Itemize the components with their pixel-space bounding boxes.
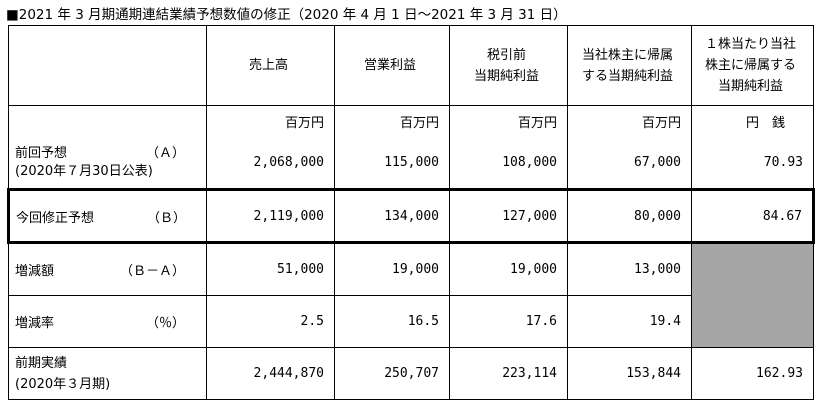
label-change-amount: 増減額 （Ｂ－Ａ）: [8, 242, 207, 296]
value-previous-operating-income: 115,000: [384, 154, 439, 170]
row-change-amount: 増減額 （Ｂ－Ａ） 51,000 19,000 19,000 13,000: [8, 242, 814, 348]
earnings-forecast-table: 売上高 営業利益 税引前 当期純利益 当社株主に帰属 する当期純利益 １株当たり…: [7, 25, 815, 400]
header-pretax-line1: 税引前: [486, 47, 526, 63]
value-current-operating-income: 134,000: [334, 188, 450, 244]
row-previous-forecast: 前回予想 （Ａ） (2020年７月30日公表) 百万円 2,068,000 百万…: [8, 105, 814, 190]
row-change-rate: 増減率 （％） 2.5 16.5 17.6 19.4: [8, 295, 814, 348]
value-current-pretax: 127,000: [449, 188, 568, 244]
label-change-tag: （Ｂ－Ａ）: [119, 264, 185, 279]
label-current-tag: （Ｂ）: [146, 210, 186, 226]
value-change-pretax: 19,000: [449, 242, 568, 296]
row-current-forecast: 今回修正予想 （Ｂ） 2,119,000 134,000 127,000 80,…: [7, 188, 815, 244]
label-change-text: 増減額: [15, 264, 55, 279]
value-rate-pretax: 17.6: [449, 295, 568, 348]
value-rate-sales: 2.5: [206, 295, 335, 348]
label-change-rate: 増減率 （％）: [8, 295, 207, 348]
label-current-forecast: 今回修正予想 （Ｂ）: [7, 188, 207, 244]
value-change-operating-income: 19,000: [334, 242, 450, 296]
unit-sales: 百万円: [284, 116, 324, 131]
value-prior-pretax: 223,114: [449, 347, 568, 400]
header-corner-cell: [8, 25, 207, 106]
value-change-parent: 13,000: [567, 242, 692, 296]
unit-parent: 百万円: [641, 116, 681, 131]
header-eps-line3: 当期純利益: [717, 79, 783, 94]
header-pretax-line2: 当期純利益: [473, 68, 539, 84]
header-eps: １株当たり当社 株主に帰属する 当期純利益: [691, 25, 814, 106]
label-rate-tag: （％）: [145, 316, 185, 331]
value-prior-sales: 2,444,870: [206, 347, 335, 400]
cell-previous-operating-income: 百万円 115,000: [334, 105, 450, 190]
document-title: ■2021 年 3 月期通期連結業績予想数値の修正（2020 年 4 月 1 日…: [6, 7, 567, 23]
cell-previous-parent: 百万円 67,000: [567, 105, 692, 190]
label-previous-sub: (2020年７月30日公表): [15, 164, 153, 179]
cell-previous-sales: 百万円 2,068,000: [206, 105, 335, 190]
row-prior-year-actual: 前期実績 (2020年３月期) 2,444,870 250,707 223,11…: [8, 347, 814, 400]
cell-eps-not-applicable: [691, 242, 814, 348]
value-previous-sales: 2,068,000: [253, 154, 324, 170]
label-prior-text: 前期実績: [15, 355, 68, 371]
header-row: 売上高 営業利益 税引前 当期純利益 当社株主に帰属 する当期純利益 １株当たり…: [8, 25, 814, 106]
header-parent-line1: 当社株主に帰属: [581, 47, 673, 63]
value-current-sales: 2,119,000: [206, 188, 335, 244]
label-prior-year: 前期実績 (2020年３月期): [8, 347, 207, 400]
header-eps-line2: 株主に帰属する: [704, 58, 796, 73]
label-previous-text: 前回予想: [15, 146, 68, 161]
value-previous-pretax: 108,000: [502, 154, 557, 170]
label-current-text: 今回修正予想: [16, 210, 95, 226]
header-eps-line1: １株当たり当社: [704, 37, 796, 52]
label-prior-sub: (2020年３月期): [15, 376, 111, 392]
header-pretax-income: 税引前 当期純利益: [449, 25, 568, 106]
unit-operating-income: 百万円: [399, 116, 439, 131]
value-prior-parent: 153,844: [567, 347, 692, 400]
value-change-sales: 51,000: [206, 242, 335, 296]
unit-pretax: 百万円: [517, 116, 557, 131]
value-prior-operating-income: 250,707: [334, 347, 450, 400]
label-rate-text: 増減率: [15, 316, 55, 331]
value-prior-eps: 162.93: [691, 347, 814, 400]
header-parent-line2: する当期純利益: [581, 68, 673, 84]
cell-previous-pretax: 百万円 108,000: [449, 105, 568, 190]
header-parent-income: 当社株主に帰属 する当期純利益: [567, 25, 692, 106]
header-operating-income: 営業利益: [334, 25, 450, 106]
value-current-parent: 80,000: [567, 188, 692, 244]
value-rate-operating-income: 16.5: [334, 295, 450, 348]
value-previous-eps: 70.93: [763, 154, 803, 170]
value-previous-parent: 67,000: [634, 154, 681, 170]
unit-eps: 円 銭: [745, 116, 785, 131]
header-sales: 売上高: [206, 25, 335, 106]
value-rate-parent: 19.4: [567, 295, 692, 348]
label-previous-forecast: 前回予想 （Ａ） (2020年７月30日公表): [8, 105, 207, 190]
value-current-eps: 84.67: [691, 188, 815, 244]
cell-previous-eps: 円 銭 70.93: [691, 105, 814, 190]
label-previous-tag: （Ａ）: [145, 146, 185, 161]
